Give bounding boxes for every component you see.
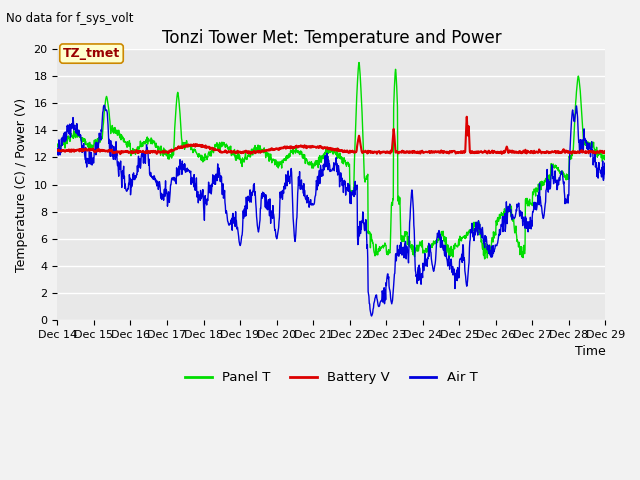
Y-axis label: Temperature (C) / Power (V): Temperature (C) / Power (V): [15, 97, 28, 272]
Text: No data for f_sys_volt: No data for f_sys_volt: [6, 12, 134, 25]
Legend: Panel T, Battery V, Air T: Panel T, Battery V, Air T: [180, 366, 483, 389]
Title: Tonzi Tower Met: Temperature and Power: Tonzi Tower Met: Temperature and Power: [161, 29, 501, 48]
X-axis label: Time: Time: [575, 346, 605, 359]
Text: TZ_tmet: TZ_tmet: [63, 47, 120, 60]
